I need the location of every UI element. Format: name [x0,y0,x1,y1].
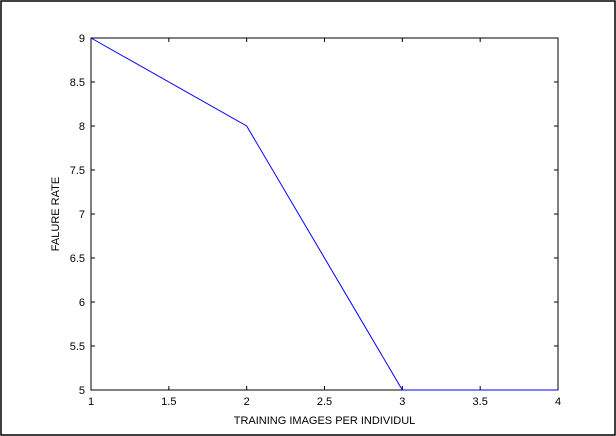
y-tick-label: 6 [79,297,85,309]
y-axis-label: FALURE RATE [50,177,62,251]
y-tick-label: 9 [79,33,85,45]
y-tick-label: 5 [79,385,85,397]
y-tick-label: 5.5 [70,341,85,353]
y-tick-label: 6.5 [70,253,85,265]
x-tick-label: 2.5 [317,396,332,408]
x-tick-label: 2 [244,396,250,408]
y-tick-label: 7 [79,209,85,221]
x-tick-label: 3.5 [473,396,488,408]
x-axis-ticks: 1 1.5 2 2.5 3 3.5 4 [88,38,561,408]
plot-area [90,37,559,391]
y-tick-label: 8.5 [70,77,85,89]
y-tick-label: 8 [79,121,85,133]
x-tick-label: 3 [399,396,405,408]
x-tick-label: 1 [88,396,94,408]
x-tick-label: 1.5 [161,396,176,408]
series-line [90,37,558,391]
series-layer [90,37,559,391]
x-tick-label: 4 [555,396,561,408]
x-axis-label: TRAINING IMAGES PER INDIVIDUL [234,415,416,427]
y-axis-ticks: 5 5.5 6 6.5 7 7.5 8 8.5 9 [70,33,558,397]
y-tick-label: 7.5 [70,165,85,177]
